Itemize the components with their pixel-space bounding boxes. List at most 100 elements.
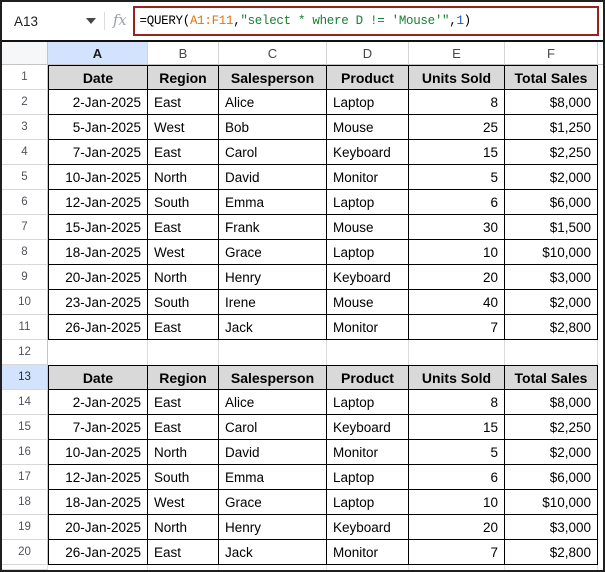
cell-F15[interactable]: $2,250 [505, 415, 598, 440]
formula-input[interactable]: =QUERY(A1:F11, "select * where D != 'Mou… [132, 6, 599, 36]
row-header-8[interactable]: 8 [2, 240, 48, 265]
cell-D9[interactable]: Keyboard [327, 265, 409, 290]
cell-E6[interactable]: 6 [409, 190, 505, 215]
cell-E20[interactable]: 7 [409, 540, 505, 565]
row-header-6[interactable]: 6 [2, 190, 48, 215]
cell-A19[interactable]: 20-Jan-2025 [48, 515, 148, 540]
cell-E8[interactable]: 10 [409, 240, 505, 265]
cell-A13[interactable]: Date [48, 365, 148, 390]
row-header-12[interactable]: 12 [2, 340, 48, 365]
cell-A20[interactable]: 26-Jan-2025 [48, 540, 148, 565]
row-header-14[interactable]: 14 [2, 390, 48, 415]
cell-F10[interactable]: $2,000 [505, 290, 598, 315]
cell-A18[interactable]: 18-Jan-2025 [48, 490, 148, 515]
cell-E17[interactable]: 6 [409, 465, 505, 490]
row-header-20[interactable]: 20 [2, 540, 48, 565]
cell-C17[interactable]: Emma [219, 465, 327, 490]
column-header-C[interactable]: C [219, 42, 327, 65]
cell-D18[interactable]: Laptop [327, 490, 409, 515]
cell-D14[interactable]: Laptop [327, 390, 409, 415]
cell-C10[interactable]: Irene [219, 290, 327, 315]
column-header-D[interactable]: D [327, 42, 409, 65]
cell-F17[interactable]: $6,000 [505, 465, 598, 490]
cell-A11[interactable]: 26-Jan-2025 [48, 315, 148, 340]
cell-F18[interactable]: $10,000 [505, 490, 598, 515]
cell-D15[interactable]: Keyboard [327, 415, 409, 440]
cell-B6[interactable]: South [148, 190, 219, 215]
cell-B10[interactable]: South [148, 290, 219, 315]
cell-E4[interactable]: 15 [409, 140, 505, 165]
cell-B8[interactable]: West [148, 240, 219, 265]
cell-C13[interactable]: Salesperson [219, 365, 327, 390]
cell-E19[interactable]: 20 [409, 515, 505, 540]
cell-F14[interactable]: $8,000 [505, 390, 598, 415]
cell-E7[interactable]: 30 [409, 215, 505, 240]
cell-D12[interactable] [327, 340, 409, 365]
cell-B1[interactable]: Region [148, 65, 219, 90]
cell-B9[interactable]: North [148, 265, 219, 290]
cell-E1[interactable]: Units Sold [409, 65, 505, 90]
cell-D8[interactable]: Laptop [327, 240, 409, 265]
cell-A14[interactable]: 2-Jan-2025 [48, 390, 148, 415]
cell-C20[interactable]: Jack [219, 540, 327, 565]
cell-E11[interactable]: 7 [409, 315, 505, 340]
row-header-10[interactable]: 10 [2, 290, 48, 315]
cell-D13[interactable]: Product [327, 365, 409, 390]
cell-A7[interactable]: 15-Jan-2025 [48, 215, 148, 240]
cell-C4[interactable]: Carol [219, 140, 327, 165]
row-header-16[interactable]: 16 [2, 440, 48, 465]
cell-C8[interactable]: Grace [219, 240, 327, 265]
column-header-B[interactable]: B [148, 42, 219, 65]
cell-F19[interactable]: $3,000 [505, 515, 598, 540]
row-header-17[interactable]: 17 [2, 465, 48, 490]
cell-A15[interactable]: 7-Jan-2025 [48, 415, 148, 440]
cell-F16[interactable]: $2,000 [505, 440, 598, 465]
row-header-19[interactable]: 19 [2, 515, 48, 540]
cell-E16[interactable]: 5 [409, 440, 505, 465]
cell-A8[interactable]: 18-Jan-2025 [48, 240, 148, 265]
cell-E12[interactable] [409, 340, 505, 365]
cell-B3[interactable]: West [148, 115, 219, 140]
cell-E2[interactable]: 8 [409, 90, 505, 115]
cell-B17[interactable]: South [148, 465, 219, 490]
cell-F11[interactable]: $2,800 [505, 315, 598, 340]
cell-B19[interactable]: North [148, 515, 219, 540]
row-header-4[interactable]: 4 [2, 140, 48, 165]
cell-A12[interactable] [48, 340, 148, 365]
cell-A10[interactable]: 23-Jan-2025 [48, 290, 148, 315]
cell-C3[interactable]: Bob [219, 115, 327, 140]
cell-E14[interactable]: 8 [409, 390, 505, 415]
cell-F4[interactable]: $2,250 [505, 140, 598, 165]
cell-D3[interactable]: Mouse [327, 115, 409, 140]
select-all-corner[interactable] [2, 42, 48, 65]
cell-A3[interactable]: 5-Jan-2025 [48, 115, 148, 140]
cell-F6[interactable]: $6,000 [505, 190, 598, 215]
cell-A9[interactable]: 20-Jan-2025 [48, 265, 148, 290]
column-header-E[interactable]: E [409, 42, 505, 65]
cell-E15[interactable]: 15 [409, 415, 505, 440]
column-header-A[interactable]: A [48, 42, 148, 65]
cell-B20[interactable]: East [148, 540, 219, 565]
cell-D6[interactable]: Laptop [327, 190, 409, 215]
cell-A2[interactable]: 2-Jan-2025 [48, 90, 148, 115]
cell-C7[interactable]: Frank [219, 215, 327, 240]
cell-C18[interactable]: Grace [219, 490, 327, 515]
row-header-2[interactable]: 2 [2, 90, 48, 115]
cell-B2[interactable]: East [148, 90, 219, 115]
cell-B7[interactable]: East [148, 215, 219, 240]
row-header-13[interactable]: 13 [2, 365, 48, 390]
cell-A17[interactable]: 12-Jan-2025 [48, 465, 148, 490]
cell-E5[interactable]: 5 [409, 165, 505, 190]
cell-C16[interactable]: David [219, 440, 327, 465]
cell-F2[interactable]: $8,000 [505, 90, 598, 115]
cell-A16[interactable]: 10-Jan-2025 [48, 440, 148, 465]
row-header-7[interactable]: 7 [2, 215, 48, 240]
cell-F8[interactable]: $10,000 [505, 240, 598, 265]
cell-B16[interactable]: North [148, 440, 219, 465]
cell-E10[interactable]: 40 [409, 290, 505, 315]
cell-C12[interactable] [219, 340, 327, 365]
cell-B15[interactable]: East [148, 415, 219, 440]
cell-B13[interactable]: Region [148, 365, 219, 390]
cell-D1[interactable]: Product [327, 65, 409, 90]
cell-F5[interactable]: $2,000 [505, 165, 598, 190]
